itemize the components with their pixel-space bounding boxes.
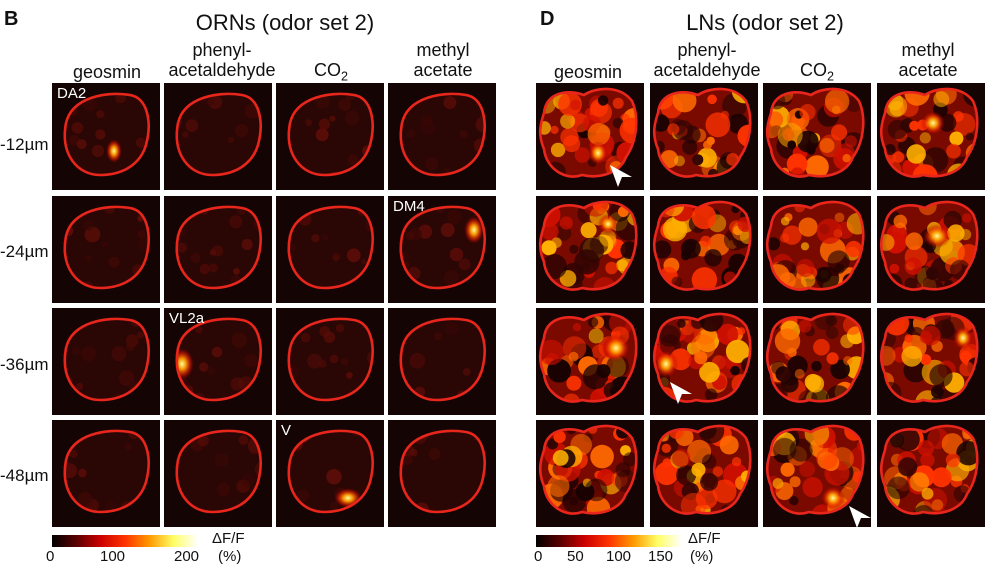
orn-image-r2-c2 xyxy=(164,196,272,303)
ln-image-r2-c3 xyxy=(763,196,871,303)
panel-d-colorbar xyxy=(536,535,682,547)
ln-image-r3-c3 xyxy=(763,308,871,415)
ln-image-r1-c4 xyxy=(877,83,985,190)
panel-b-tick-200: 200 xyxy=(174,548,200,565)
glomerulus-label-vl2a: VL2a xyxy=(169,310,205,327)
panel-d-col-phenylacetaldehyde: phenyl-acetaldehyde xyxy=(653,40,761,80)
panel-d-col-methylacetate: methyl acetate xyxy=(898,40,958,80)
panel-d-tick-50: 50 xyxy=(567,548,584,565)
ln-image-r1-c2 xyxy=(650,83,758,190)
glomerulus-label-da2: DA2 xyxy=(57,85,87,102)
panel-b-col-geosmin: geosmin xyxy=(72,62,142,82)
orn-image-r1-c1 xyxy=(52,83,160,190)
orn-image-r4-c3 xyxy=(276,420,384,527)
orn-image-r2-c1 xyxy=(52,196,160,303)
panel-b-title: ORNs (odor set 2) xyxy=(195,10,375,35)
orn-image-r2-c3 xyxy=(276,196,384,303)
panel-d-col-co2: CO2 xyxy=(799,60,834,84)
orn-image-r3-c4 xyxy=(388,308,496,415)
phenyl-line2: acetaldehyde xyxy=(168,60,276,80)
row-label-36: -36µm xyxy=(0,355,49,374)
panel-d-tick-100: 100 xyxy=(606,548,632,565)
orn-image-r1-c2 xyxy=(164,83,272,190)
panel-d-label: D xyxy=(540,8,555,30)
panel-b-colorbar xyxy=(52,535,198,547)
orn-image-r4-c2 xyxy=(164,420,272,527)
panel-d-unit-bottom: (%) xyxy=(690,548,714,565)
glomerulus-label-dm4: DM4 xyxy=(393,198,425,215)
ln-image-r2-c4 xyxy=(877,196,985,303)
arrowhead-geosmin xyxy=(610,165,632,187)
ln-image-r1-c3 xyxy=(763,83,871,190)
panel-b-tick-100: 100 xyxy=(100,548,126,565)
panel-d-title: LNs (odor set 2) xyxy=(686,10,844,35)
phenyl-line1: phenyl- xyxy=(192,40,252,60)
arrowhead-co2 xyxy=(849,506,871,528)
ln-image-r4-c4 xyxy=(877,420,985,527)
row-label-48: -48µm xyxy=(0,466,49,485)
panel-b-unit-top: ΔF/F xyxy=(212,530,245,547)
arrowhead-phenylacetaldehyde xyxy=(670,382,692,404)
ln-image-r4-c1 xyxy=(536,420,644,527)
ln-image-r4-c2 xyxy=(650,420,758,527)
ln-image-r3-c2 xyxy=(650,308,758,415)
ln-image-r3-c1 xyxy=(536,308,644,415)
panel-b-col-phenylacetaldehyde: phenyl-acetaldehyde xyxy=(162,40,282,80)
orn-image-r3-c3 xyxy=(276,308,384,415)
panel-b-col-co2: CO2 xyxy=(313,60,348,84)
panel-b-label: B xyxy=(4,8,19,30)
panel-d-tick-0: 0 xyxy=(534,548,543,565)
panel-d-tick-150: 150 xyxy=(648,548,674,565)
ln-image-r1-c1 xyxy=(536,83,644,190)
panel-b-unit-bottom: (%) xyxy=(218,548,242,565)
panel-b-col-methylacetate: methyl acetate xyxy=(413,40,473,80)
orn-image-r4-c1 xyxy=(52,420,160,527)
orn-image-r4-c4 xyxy=(388,420,496,527)
ln-image-r2-c2 xyxy=(650,196,758,303)
ln-image-r3-c4 xyxy=(877,308,985,415)
orn-image-r3-c2 xyxy=(164,308,272,415)
orn-image-r1-c4 xyxy=(388,83,496,190)
row-label-12: -12µm xyxy=(0,135,49,154)
panel-d-col-geosmin: geosmin xyxy=(553,62,623,82)
orn-image-r1-c3 xyxy=(276,83,384,190)
orn-image-r2-c4 xyxy=(388,196,496,303)
ln-image-r4-c3 xyxy=(763,420,871,527)
orn-image-r3-c1 xyxy=(52,308,160,415)
ln-image-r2-c1 xyxy=(536,196,644,303)
panel-d-unit-top: ΔF/F xyxy=(688,530,721,547)
glomerulus-label-v: V xyxy=(281,422,292,439)
panel-b-tick-0: 0 xyxy=(46,548,55,565)
row-label-24: -24µm xyxy=(0,242,49,261)
